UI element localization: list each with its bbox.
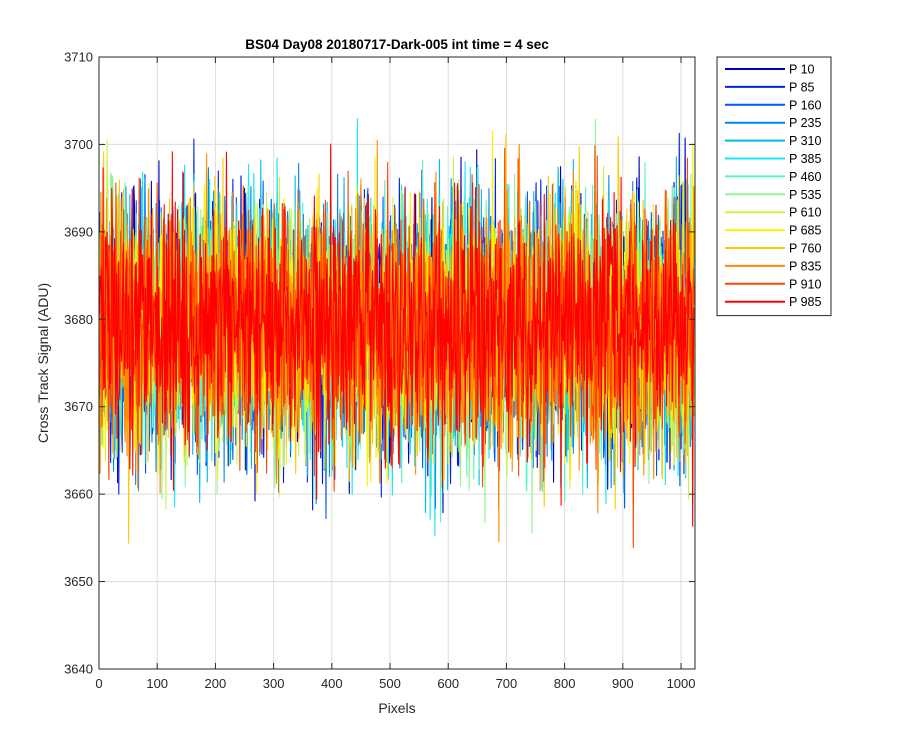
x-axis-title: Pixels bbox=[378, 700, 415, 716]
legend: P 10 P 85 P 160 P 235 P 310 P 385 P 460 P 535 P … bbox=[716, 56, 832, 317]
legend-label-p235: P 235 bbox=[789, 116, 821, 130]
legend-label-p535: P 535 bbox=[789, 188, 821, 202]
legend-label-p10: P 10 bbox=[789, 63, 815, 77]
legend-label-p85: P 85 bbox=[789, 80, 815, 94]
x-tick-label: 0 bbox=[95, 676, 102, 691]
legend-label-p310: P 310 bbox=[789, 134, 821, 148]
y-tick-label: 3690 bbox=[64, 224, 93, 239]
x-tick-label: 300 bbox=[263, 676, 285, 691]
tick-marks: 0 100 200 300 400 500 600 700 800 900 1000 3640 3650… bbox=[64, 50, 695, 692]
legend-box bbox=[716, 56, 832, 317]
legend-label-p460: P 460 bbox=[789, 170, 821, 184]
legend-label-p835: P 835 bbox=[789, 259, 821, 273]
legend-label-p685: P 685 bbox=[789, 224, 821, 238]
legend-label-p985: P 985 bbox=[789, 295, 821, 309]
y-tick-label: 3710 bbox=[64, 50, 93, 65]
x-tick-label: 400 bbox=[321, 676, 343, 691]
axes-box bbox=[98, 56, 696, 670]
y-tick-label: 3650 bbox=[64, 574, 93, 589]
legend-label-p610: P 610 bbox=[789, 206, 821, 220]
series-lines bbox=[98, 118, 695, 549]
series-line-p985 bbox=[98, 143, 695, 527]
legend-label-p910: P 910 bbox=[789, 277, 821, 291]
legend-label-p160: P 160 bbox=[789, 98, 821, 112]
legend-label-p760: P 760 bbox=[789, 242, 821, 256]
legend-label-p385: P 385 bbox=[789, 152, 821, 166]
y-tick-label: 3700 bbox=[64, 137, 93, 152]
x-tick-label: 900 bbox=[612, 676, 634, 691]
y-tick-label: 3680 bbox=[64, 312, 93, 327]
x-tick-label: 800 bbox=[554, 676, 576, 691]
x-tick-label: 1000 bbox=[667, 676, 696, 691]
y-tick-label: 3660 bbox=[64, 487, 93, 502]
y-tick-label: 3640 bbox=[64, 662, 93, 677]
chart-title: BS04 Day08 20180717-Dark-005 int time = … bbox=[245, 37, 549, 52]
y-axis-title: Cross Track Signal (ADU) bbox=[35, 283, 51, 443]
x-tick-label: 200 bbox=[205, 676, 227, 691]
x-tick-label: 600 bbox=[437, 676, 459, 691]
y-tick-label: 3670 bbox=[64, 399, 93, 414]
x-tick-label: 500 bbox=[379, 676, 401, 691]
x-tick-label: 700 bbox=[496, 676, 518, 691]
x-tick-label: 100 bbox=[146, 676, 168, 691]
